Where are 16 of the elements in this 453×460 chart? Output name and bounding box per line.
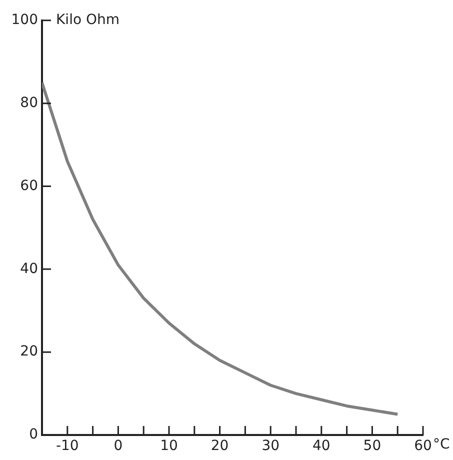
y-tick-label: 80 xyxy=(20,94,38,111)
y-tick-label: 40 xyxy=(20,260,38,277)
x-tick-label: 30 xyxy=(262,438,280,454)
x-tick-label: 0 xyxy=(114,438,123,454)
x-tick-label: -10 xyxy=(56,438,79,454)
x-tick-label: 60 xyxy=(414,438,432,454)
y-axis-title: Kilo Ohm xyxy=(56,12,120,28)
x-tick-label: 50 xyxy=(363,438,382,454)
y-tick-label: 20 xyxy=(20,344,38,360)
y-tick-label: 60 xyxy=(20,178,38,194)
y-tick-label: 100 xyxy=(11,12,38,28)
x-axis-title: °C xyxy=(433,436,450,453)
x-tick-label: 20 xyxy=(210,438,229,454)
x-tick-label: 40 xyxy=(312,438,330,454)
y-tick-label: 0 xyxy=(29,426,38,443)
x-tick-label: 10 xyxy=(160,438,178,454)
